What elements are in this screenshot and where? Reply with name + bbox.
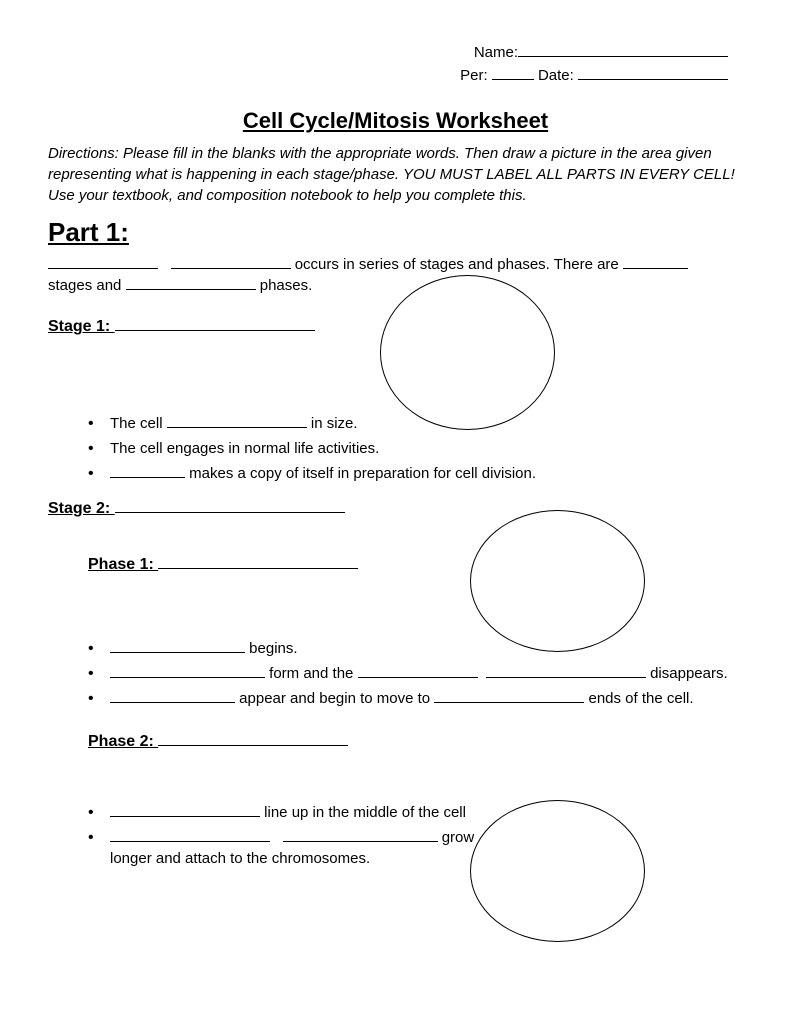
- phase-1-blank[interactable]: [158, 555, 358, 569]
- name-blank[interactable]: [518, 43, 728, 57]
- fill-blank[interactable]: [486, 664, 646, 678]
- bullet-text: line up in the middle of the cell: [264, 804, 466, 821]
- worksheet-title: Cell Cycle/Mitosis Worksheet: [48, 106, 743, 137]
- per-label: Per:: [460, 67, 488, 84]
- bullet-text: in size.: [311, 415, 358, 432]
- drawing-circle-1[interactable]: [380, 275, 555, 430]
- bullet-text: form and the: [269, 665, 357, 682]
- phase-1-label: Phase 1:: [88, 556, 158, 573]
- fill-blank[interactable]: [110, 639, 245, 653]
- fill-blank[interactable]: [110, 803, 260, 817]
- fill-blank[interactable]: [110, 664, 265, 678]
- phase-1-bullets: begins. form and the disappears. appear …: [48, 638, 743, 709]
- drawing-circle-2[interactable]: [470, 510, 645, 652]
- student-info-header: Name: Per: Date:: [48, 42, 728, 86]
- intro-paragraph: occurs in series of stages and phases. T…: [48, 254, 743, 296]
- bullet-text: ends of the cell.: [588, 690, 693, 707]
- list-item: form and the disappears.: [88, 663, 743, 684]
- intro-blank-2[interactable]: [171, 255, 291, 269]
- fill-blank[interactable]: [358, 664, 478, 678]
- date-blank[interactable]: [578, 66, 728, 80]
- stage-2-blank[interactable]: [115, 499, 345, 513]
- fill-blank[interactable]: [434, 689, 584, 703]
- bullet-text: The cell engages in normal life activiti…: [110, 440, 379, 457]
- fill-blank[interactable]: [110, 464, 185, 478]
- directions-text: Directions: Please fill in the blanks wi…: [48, 143, 743, 206]
- list-item: line up in the middle of the cell: [88, 802, 743, 823]
- fill-blank[interactable]: [110, 828, 270, 842]
- fill-blank[interactable]: [167, 414, 307, 428]
- intro-blank-1[interactable]: [48, 255, 158, 269]
- phase-2-heading: Phase 2:: [88, 731, 743, 753]
- stage-1-label: Stage 1:: [48, 318, 115, 335]
- list-item: The cell in size.: [88, 413, 743, 434]
- bullet-text: disappears.: [650, 665, 728, 682]
- bullet-text: The cell: [110, 415, 167, 432]
- list-item: makes a copy of itself in preparation fo…: [88, 463, 743, 484]
- name-label: Name:: [474, 44, 518, 61]
- list-item: appear and begin to move to ends of the …: [88, 688, 743, 709]
- stage-2-label: Stage 2:: [48, 500, 115, 517]
- phase-2-blank[interactable]: [158, 732, 348, 746]
- bullet-text: longer and attach to the chromosomes.: [110, 850, 370, 867]
- phase-1-heading: Phase 1:: [88, 554, 743, 576]
- stage-1-bullets: The cell in size. The cell engages in no…: [48, 413, 743, 484]
- intro-text-1: occurs in series of stages and phases. T…: [295, 256, 623, 273]
- date-label: Date:: [538, 67, 574, 84]
- intro-text-2b: phases.: [260, 277, 313, 294]
- bullet-text: begins.: [249, 640, 297, 657]
- per-blank[interactable]: [492, 66, 534, 80]
- stage-1-blank[interactable]: [115, 317, 315, 331]
- drawing-circle-3[interactable]: [470, 800, 645, 942]
- bullet-text: appear and begin to move to: [239, 690, 434, 707]
- list-item: The cell engages in normal life activiti…: [88, 438, 743, 459]
- part-1-title: Part 1:: [48, 214, 743, 250]
- bullet-text: makes a copy of itself in preparation fo…: [189, 465, 536, 482]
- stage-2-heading: Stage 2:: [48, 498, 743, 520]
- intro-text-2a: stages and: [48, 277, 126, 294]
- fill-blank[interactable]: [283, 828, 438, 842]
- fill-blank[interactable]: [110, 689, 235, 703]
- bullet-text: grow: [442, 829, 475, 846]
- phase-2-label: Phase 2:: [88, 733, 158, 750]
- intro-blank-3[interactable]: [623, 255, 688, 269]
- list-item: begins.: [88, 638, 743, 659]
- list-item: grow longer and attach to the chromosome…: [88, 827, 743, 869]
- intro-blank-4[interactable]: [126, 276, 256, 290]
